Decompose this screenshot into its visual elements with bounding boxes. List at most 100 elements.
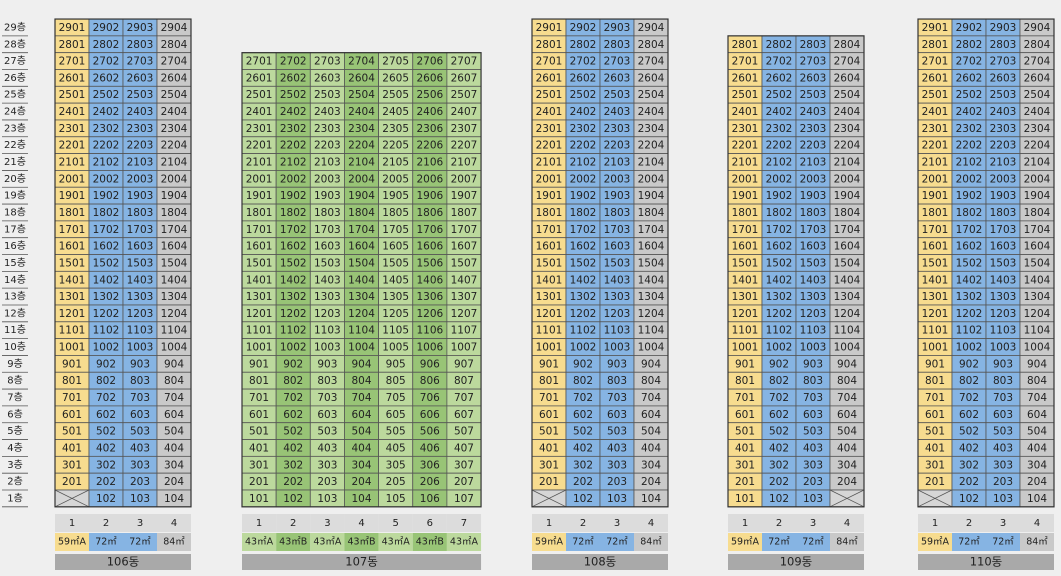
- unit-number: 2804: [161, 39, 188, 51]
- unit-number: 1901: [246, 190, 273, 202]
- unit-number: 2603: [990, 72, 1017, 84]
- unit-number: 1002: [766, 342, 793, 354]
- unit-number: 2703: [800, 56, 827, 68]
- unit-number: 1205: [382, 308, 409, 320]
- unit-number: 1803: [127, 207, 154, 219]
- type-bg: [728, 533, 762, 551]
- unit-number: 1405: [382, 274, 409, 286]
- unit-number: 503: [993, 426, 1013, 438]
- unit-number: 1602: [280, 241, 307, 253]
- unit-number: 2804: [1024, 39, 1051, 51]
- line-number-bg: [762, 514, 796, 532]
- line-number-bg: [986, 514, 1020, 532]
- unit-number: 701: [249, 392, 269, 404]
- unit-number: 605: [386, 409, 406, 421]
- unit-number: 103: [130, 493, 150, 505]
- unit-number: 1501: [59, 257, 86, 269]
- unit-number: 203: [607, 476, 627, 488]
- unit-number: 1502: [570, 257, 597, 269]
- unit-number: 2103: [314, 157, 341, 169]
- unit-number: 202: [959, 476, 979, 488]
- unit-number: 1702: [93, 224, 120, 236]
- unit-number: 2303: [604, 123, 631, 135]
- unit-number: 202: [96, 476, 116, 488]
- unit-number: 2503: [800, 89, 827, 101]
- unit-number: 306: [420, 459, 440, 471]
- unit-number: 2402: [93, 106, 120, 118]
- unit-number: 1401: [246, 274, 273, 286]
- unit-number: 1701: [732, 224, 759, 236]
- unit-number: 505: [386, 426, 406, 438]
- unit-number: 2401: [922, 106, 949, 118]
- unit-number: 2104: [638, 157, 665, 169]
- unit-number: 2203: [604, 140, 631, 152]
- unit-number: 2604: [348, 72, 375, 84]
- unit-number: 1905: [382, 190, 409, 202]
- unit-number: 1304: [1024, 291, 1051, 303]
- unit-number: 1801: [536, 207, 563, 219]
- type-bg: [89, 533, 123, 551]
- line-number: 4: [171, 518, 177, 529]
- unit-number: 2702: [93, 56, 120, 68]
- unit-number: 107: [454, 493, 474, 505]
- unit-number: 2601: [922, 72, 949, 84]
- floor-label: 14층: [4, 274, 26, 286]
- unit-number: 2404: [1024, 106, 1051, 118]
- unit-number: 2201: [536, 140, 563, 152]
- unit-number: 1803: [800, 207, 827, 219]
- unit-number: 202: [283, 476, 303, 488]
- unit-number: 2703: [314, 56, 341, 68]
- unit-number: 1303: [800, 291, 827, 303]
- unit-number: 1803: [990, 207, 1017, 219]
- unit-type: 72㎡: [802, 537, 824, 548]
- unit-number: 2606: [416, 72, 443, 84]
- unit-number: 2703: [604, 56, 631, 68]
- unit-number: 1904: [348, 190, 375, 202]
- unit-number: 2803: [990, 39, 1017, 51]
- type-bg: [532, 533, 566, 551]
- floor-label: 13층: [4, 291, 26, 303]
- unit-number: 2406: [416, 106, 443, 118]
- unit-number: 1202: [956, 308, 983, 320]
- unit-number: 904: [641, 358, 661, 370]
- unit-number: 102: [96, 493, 116, 505]
- unit-type: 43㎡A: [245, 537, 274, 548]
- unit-number: 402: [283, 442, 303, 454]
- unit-number: 2803: [604, 39, 631, 51]
- unit-number: 2302: [570, 123, 597, 135]
- unit-number: 204: [641, 476, 661, 488]
- unit-number: 2901: [922, 22, 949, 34]
- unit-number: 903: [803, 358, 823, 370]
- unit-number: 1003: [800, 342, 827, 354]
- unit-number: 2101: [536, 157, 563, 169]
- unit-number: 902: [96, 358, 116, 370]
- line-number: 1: [932, 518, 938, 529]
- unit-number: 1505: [382, 257, 409, 269]
- unit-number: 2604: [161, 72, 188, 84]
- unit-number: 703: [803, 392, 823, 404]
- unit-number: 2304: [348, 123, 375, 135]
- unit-number: 2707: [451, 56, 478, 68]
- unit-number: 2302: [766, 123, 793, 135]
- building-name-bg: [918, 554, 1054, 570]
- building-outline: [917, 18, 1055, 508]
- unit-number: 1001: [59, 342, 86, 354]
- line-number-bg: [446, 514, 482, 532]
- unit-number: 1402: [956, 274, 983, 286]
- unit-number: 601: [539, 409, 559, 421]
- unit-number: 1204: [348, 308, 375, 320]
- type-bg: [55, 533, 89, 551]
- type-bg: [276, 533, 311, 551]
- unit-number: 402: [573, 442, 593, 454]
- unit-number: 1903: [127, 190, 154, 202]
- unit-number: 2901: [59, 22, 86, 34]
- unit-number: 1303: [604, 291, 631, 303]
- unit-type: 43㎡A: [313, 537, 342, 548]
- unit-number: 2102: [93, 157, 120, 169]
- type-bg: [157, 533, 191, 551]
- building-name-bg: [55, 554, 191, 570]
- unit-number: 301: [62, 459, 82, 471]
- unit-number: 2004: [1024, 173, 1051, 185]
- unit-number: 601: [249, 409, 269, 421]
- unit-number: 2301: [59, 123, 86, 135]
